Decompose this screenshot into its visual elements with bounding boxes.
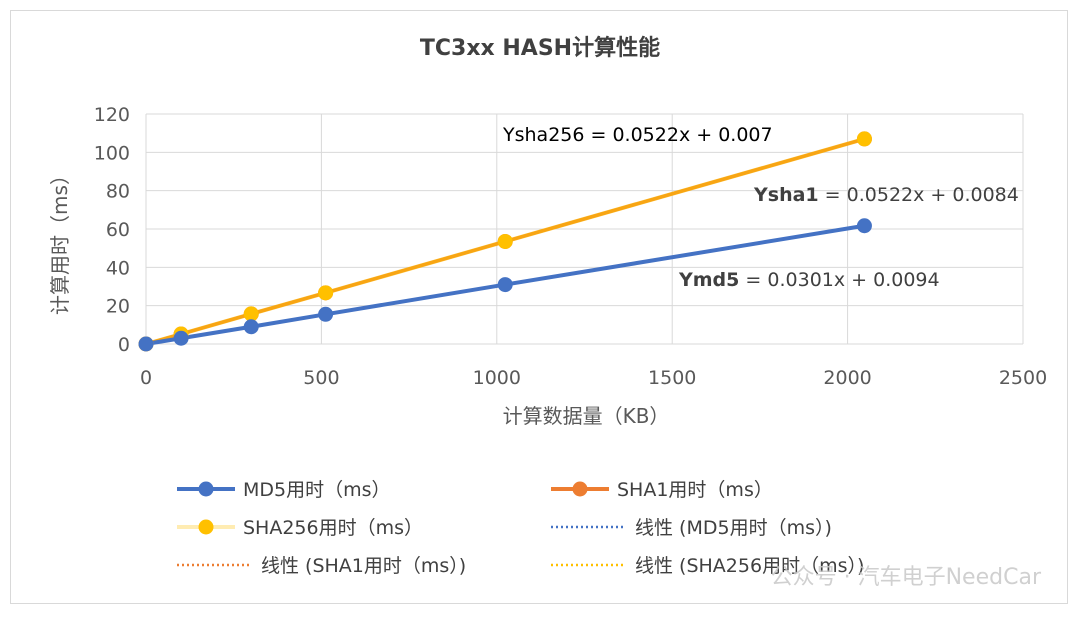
equation-name: Ysha1 — [753, 184, 819, 206]
chart-frame: TC3xx HASH计算性能 0 500 1000 1500 2000 2500 0 20 4… — [10, 10, 1068, 604]
legend-label: 线性 (SHA256用时（ms）) — [635, 555, 864, 577]
data-point — [138, 336, 154, 352]
y-tick-labels: 0 20 40 60 80 100 120 — [94, 104, 130, 356]
data-point — [856, 131, 872, 147]
x-tick-label: 2000 — [823, 367, 871, 389]
legend: MD5用时（ms） SHA1用时（ms） SHA256用时（ms） 线性 (MD5用时… — [177, 479, 864, 577]
grid — [145, 113, 1024, 345]
x-tick-label: 0 — [140, 367, 152, 389]
data-point — [497, 233, 513, 249]
legend-label: 线性 (SHA1用时（ms）) — [261, 555, 466, 577]
y-axis-label: 计算用时（ms） — [48, 165, 72, 315]
legend-label: 线性 (MD5用时（ms）) — [635, 517, 832, 539]
legend-label: SHA1用时（ms） — [617, 479, 773, 501]
legend-entry: SHA1用时（ms） — [551, 479, 773, 501]
equation-name: Ymd5 — [678, 269, 739, 291]
equation-annotation: Ymd5 = 0.0301x + 0.0094 — [678, 269, 940, 291]
legend-entry: 线性 (SHA256用时（ms）) — [551, 555, 864, 577]
data-point — [318, 285, 334, 301]
y-tick-label: 0 — [118, 334, 130, 356]
legend-swatch-marker — [198, 481, 214, 497]
x-tick-label: 500 — [303, 367, 339, 389]
equation-formula: = 0.0522x + 0.007 — [584, 124, 772, 146]
watermark: 公众号 · 汽车电子NeedCar — [771, 565, 1042, 590]
legend-swatch-marker — [572, 481, 588, 497]
series-points — [138, 131, 872, 352]
data-point — [497, 277, 513, 293]
data-point — [173, 330, 189, 346]
equation-annotation: Ysha256 = 0.0522x + 0.007 — [502, 124, 773, 146]
equation-annotations: Ysha256 = 0.0522x + 0.007 Ysha1 = 0.0522x… — [502, 124, 1019, 291]
x-tick-labels: 0 500 1000 1500 2000 2500 — [140, 367, 1047, 389]
chart-title: TC3xx HASH计算性能 — [420, 35, 660, 61]
y-tick-label: 80 — [106, 181, 130, 203]
equation-annotation: Ysha1 = 0.0522x + 0.0084 — [753, 184, 1019, 206]
legend-entry: MD5用时（ms） — [177, 479, 391, 501]
legend-swatch-marker — [198, 519, 214, 535]
x-tick-label: 1000 — [473, 367, 521, 389]
data-point — [243, 306, 259, 322]
data-point — [243, 319, 259, 335]
y-tick-label: 100 — [94, 142, 130, 164]
legend-entry: 线性 (SHA1用时（ms）) — [177, 555, 466, 577]
equation-formula: = 0.0522x + 0.0084 — [819, 184, 1019, 206]
equation-name: Ysha256 — [502, 124, 584, 146]
y-tick-label: 20 — [106, 296, 130, 318]
legend-label: SHA256用时（ms） — [243, 517, 423, 539]
data-point — [856, 218, 872, 234]
y-tick-label: 40 — [106, 257, 130, 279]
chart-svg: TC3xx HASH计算性能 0 500 1000 1500 2000 2500 0 20 4… — [48, 35, 1047, 590]
legend-label: MD5用时（ms） — [243, 479, 391, 501]
equation-formula: = 0.0301x + 0.0094 — [739, 269, 939, 291]
legend-entry: 线性 (MD5用时（ms）) — [551, 517, 832, 539]
data-point — [318, 306, 334, 322]
x-tick-label: 1500 — [648, 367, 696, 389]
y-tick-label: 60 — [106, 219, 130, 241]
x-tick-label: 2500 — [999, 367, 1047, 389]
legend-entry: SHA256用时（ms） — [177, 517, 423, 539]
y-tick-label: 120 — [94, 104, 130, 126]
x-axis-label: 计算数据量（KB） — [503, 404, 670, 428]
